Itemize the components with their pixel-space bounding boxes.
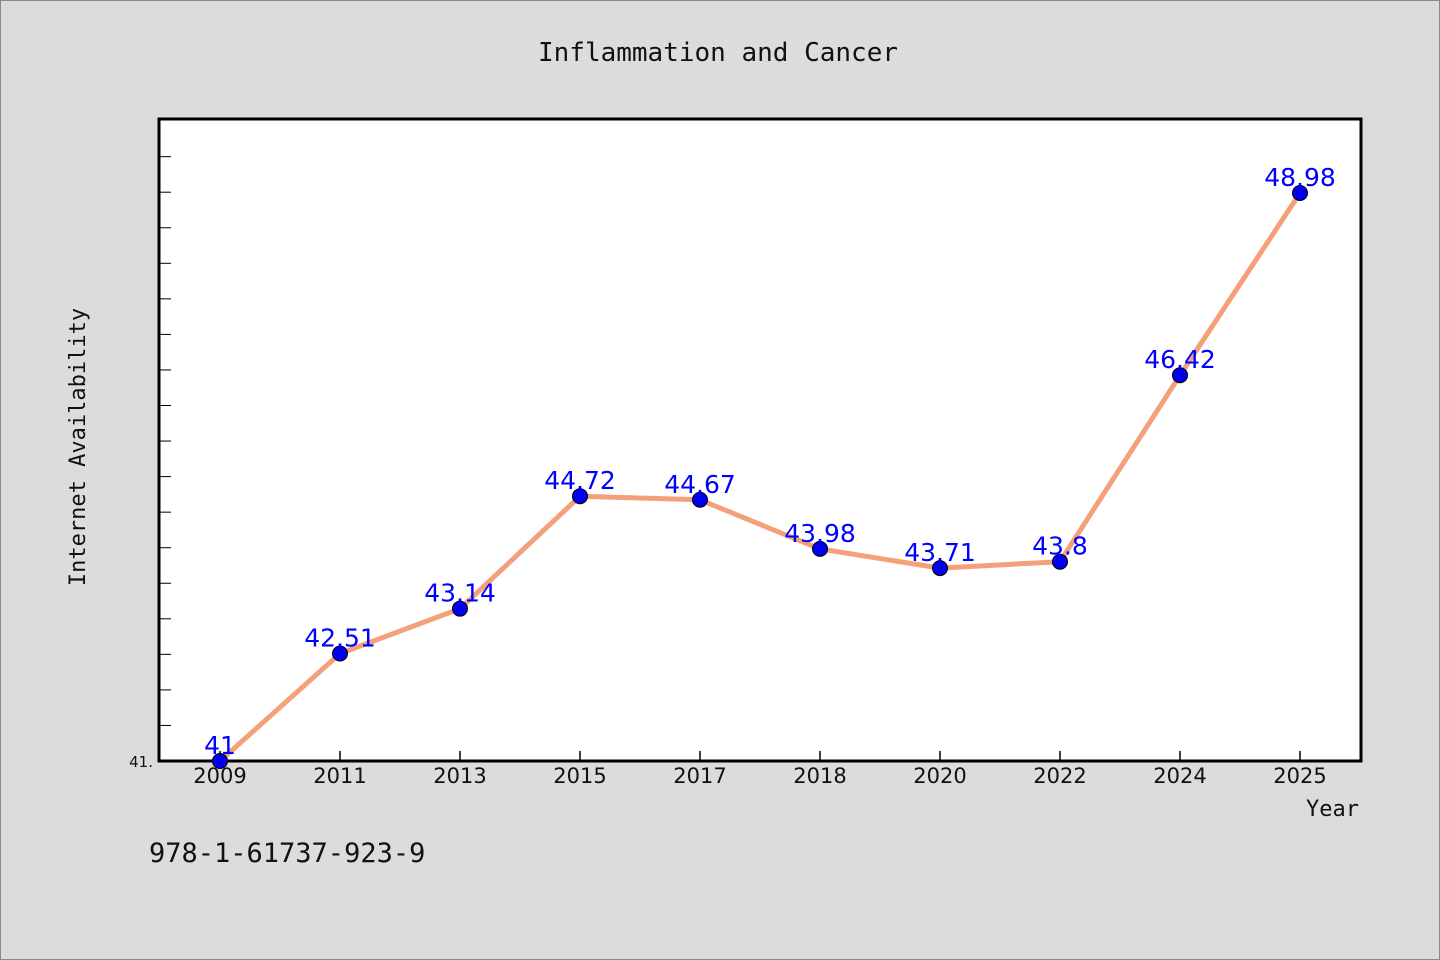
data-label: 43.14 xyxy=(424,579,496,608)
data-label: 44.67 xyxy=(664,470,736,499)
series-line xyxy=(217,190,1303,764)
data-label: 43.8 xyxy=(1032,532,1088,561)
y-tick-label: 41. xyxy=(129,753,153,771)
data-label: 43.98 xyxy=(784,519,856,548)
data-point xyxy=(572,488,588,505)
isbn-text: 978-1-61737-923-9 xyxy=(149,838,425,869)
chart-title: Inflammation and Cancer xyxy=(538,38,898,68)
data-point xyxy=(692,491,708,508)
x-tick-label: 2011 xyxy=(313,764,366,788)
data-labels: 41 42.51 43.14 44.72 44.67 43.98 43.71 43.8 46.4… xyxy=(204,163,1336,760)
x-tick-label: 2015 xyxy=(553,764,606,788)
x-axis-tick-labels: 2009 2011 2013 2015 2017 2018 2020 2022 2024 2025 xyxy=(193,764,1326,788)
data-point xyxy=(1172,367,1188,384)
data-point xyxy=(452,600,468,617)
x-axis-label: Year xyxy=(1306,797,1359,822)
data-point xyxy=(332,645,348,662)
x-tick-label: 2025 xyxy=(1273,764,1326,788)
data-point xyxy=(1052,553,1068,570)
plot-area xyxy=(157,117,1363,763)
data-point xyxy=(212,753,228,769)
data-point xyxy=(1292,185,1308,201)
x-tick-label: 2022 xyxy=(1033,764,1086,788)
x-tick-label: 2013 xyxy=(433,764,486,788)
data-label: 46.42 xyxy=(1144,345,1216,374)
data-point xyxy=(812,540,828,557)
x-tick-label: 2018 xyxy=(793,764,846,788)
data-label: 48.98 xyxy=(1264,163,1336,192)
data-label: 42.51 xyxy=(304,624,376,653)
y-axis-ticks xyxy=(159,156,171,762)
series-markers xyxy=(212,185,1308,769)
data-point xyxy=(932,560,948,577)
x-tick-label: 2024 xyxy=(1153,764,1206,788)
x-tick-label: 2020 xyxy=(913,764,966,788)
y-axis-label: Internet Availability xyxy=(66,308,91,586)
data-label: 41 xyxy=(204,731,236,760)
data-label: 43.71 xyxy=(904,538,976,567)
x-tick-label: 2017 xyxy=(673,764,726,788)
data-label: 44.72 xyxy=(544,466,616,495)
